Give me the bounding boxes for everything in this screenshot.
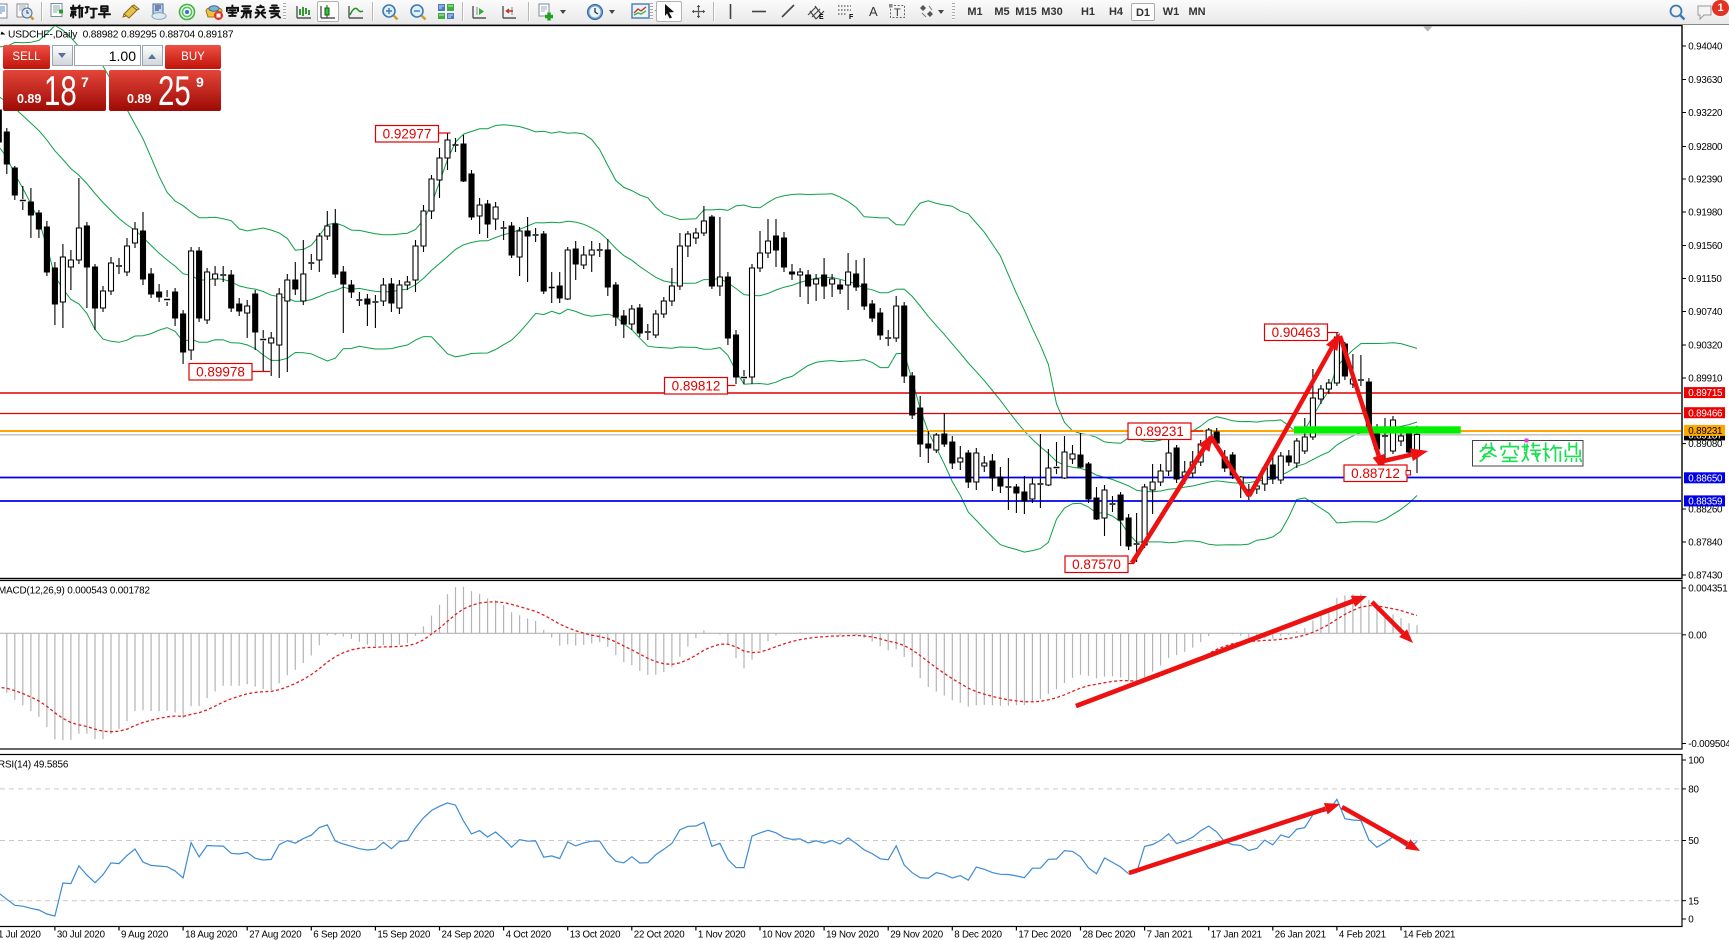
svg-text:MACD(12,26,9) 0.000543 0.00178: MACD(12,26,9) 0.000543 0.001782 <box>0 586 150 597</box>
svg-text:6 Sep 2020: 6 Sep 2020 <box>313 930 361 940</box>
svg-text:0.00: 0.00 <box>1688 630 1707 641</box>
svg-text:0.88260: 0.88260 <box>1688 505 1723 516</box>
svg-text:14 Feb 2021: 14 Feb 2021 <box>1403 930 1455 940</box>
svg-text:27 Aug 2020: 27 Aug 2020 <box>249 930 302 940</box>
svg-text:9 Aug 2020: 9 Aug 2020 <box>121 930 169 940</box>
svg-text:0.93630: 0.93630 <box>1688 75 1723 86</box>
svg-text:0.89231: 0.89231 <box>1688 426 1722 437</box>
svg-text:0.87840: 0.87840 <box>1688 538 1723 549</box>
svg-text:E: E <box>819 14 824 20</box>
svg-text:USDCHF-,Daily 0.88982 0.89295: USDCHF-,Daily 0.88982 0.89295 0.88704 0.… <box>8 30 234 41</box>
svg-text:0.91560: 0.91560 <box>1688 241 1723 252</box>
svg-text:8 Dec 2020: 8 Dec 2020 <box>954 930 1002 940</box>
svg-text:0.88712: 0.88712 <box>1351 466 1400 481</box>
svg-text:17 Jan 2021: 17 Jan 2021 <box>1211 930 1262 940</box>
svg-text:0.87430: 0.87430 <box>1688 571 1723 582</box>
svg-text:0.89187: 0.89187 <box>1688 431 1722 442</box>
svg-text:29 Nov 2020: 29 Nov 2020 <box>890 930 944 940</box>
svg-text:24 Sep 2020: 24 Sep 2020 <box>442 930 496 940</box>
svg-text:T: T <box>894 7 901 19</box>
svg-text:0.90320: 0.90320 <box>1688 341 1723 352</box>
svg-text:7 Jan 2021: 7 Jan 2021 <box>1147 930 1193 940</box>
svg-text:-0.009504: -0.009504 <box>1688 739 1729 750</box>
svg-text:0: 0 <box>1688 915 1694 926</box>
svg-text:13 Oct 2020: 13 Oct 2020 <box>570 930 621 940</box>
svg-text:0.87570: 0.87570 <box>1072 557 1121 572</box>
svg-text:0.93220: 0.93220 <box>1688 108 1723 119</box>
svg-text:17 Dec 2020: 17 Dec 2020 <box>1018 930 1072 940</box>
svg-text:0.89080: 0.89080 <box>1688 439 1723 450</box>
svg-text:0.89231: 0.89231 <box>1135 424 1184 439</box>
svg-text:0.90463: 0.90463 <box>1272 325 1321 340</box>
svg-text:0.89910: 0.89910 <box>1688 374 1723 385</box>
svg-text:0.92977: 0.92977 <box>383 127 432 142</box>
svg-text:15: 15 <box>1688 896 1699 907</box>
svg-text:19 Nov 2020: 19 Nov 2020 <box>826 930 880 940</box>
svg-text:0.91150: 0.91150 <box>1688 274 1722 285</box>
svg-text:0.92390: 0.92390 <box>1688 175 1723 186</box>
svg-text:21 Jul 2020: 21 Jul 2020 <box>0 930 42 940</box>
svg-text:28 Dec 2020: 28 Dec 2020 <box>1083 930 1137 940</box>
svg-text:0.88650: 0.88650 <box>1688 473 1723 484</box>
svg-text:0.88359: 0.88359 <box>1688 497 1722 508</box>
svg-text:50: 50 <box>1688 836 1699 847</box>
svg-text:30 Jul 2020: 30 Jul 2020 <box>57 930 106 940</box>
svg-text:100: 100 <box>1688 756 1704 767</box>
svg-text:0.004351: 0.004351 <box>1688 584 1727 595</box>
svg-text:10 Nov 2020: 10 Nov 2020 <box>762 930 816 940</box>
svg-text:F: F <box>849 14 854 20</box>
svg-text:4 Oct 2020: 4 Oct 2020 <box>506 930 552 940</box>
svg-text:26 Jan 2021: 26 Jan 2021 <box>1275 930 1326 940</box>
svg-text:80: 80 <box>1688 785 1699 796</box>
svg-text:0.89466: 0.89466 <box>1688 408 1723 419</box>
svg-text:RSI(14) 49.5856: RSI(14) 49.5856 <box>0 760 69 771</box>
svg-text:1 Nov 2020: 1 Nov 2020 <box>698 930 746 940</box>
svg-text:0.89812: 0.89812 <box>672 379 721 394</box>
svg-text:A: A <box>869 4 878 19</box>
svg-text:18 Aug 2020: 18 Aug 2020 <box>185 930 238 940</box>
svg-text:0.89715: 0.89715 <box>1688 388 1723 399</box>
svg-text:15 Sep 2020: 15 Sep 2020 <box>377 930 431 940</box>
svg-text:0.91980: 0.91980 <box>1688 208 1723 219</box>
svg-text:22 Oct 2020: 22 Oct 2020 <box>634 930 685 940</box>
svg-text:0.94040: 0.94040 <box>1688 42 1723 53</box>
svg-text:0.92800: 0.92800 <box>1688 142 1723 153</box>
svg-text:0.89978: 0.89978 <box>196 365 245 380</box>
svg-text:4 Feb 2021: 4 Feb 2021 <box>1339 930 1386 940</box>
svg-text:0.90740: 0.90740 <box>1688 307 1723 318</box>
